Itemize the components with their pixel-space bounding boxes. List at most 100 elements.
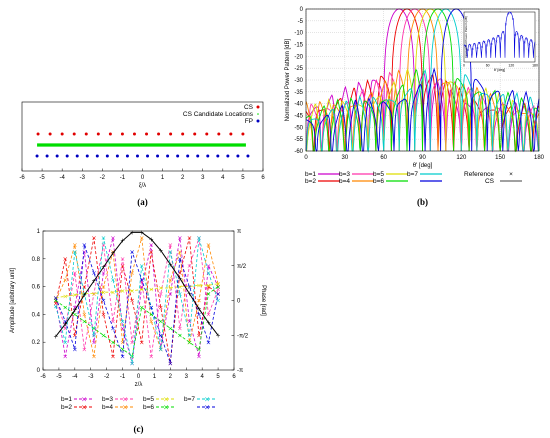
panel-b-y-tick-label: -15 bbox=[294, 43, 303, 49]
panel-b-y-tick-label: -55 bbox=[294, 137, 303, 143]
panel-c-phase-marker: × bbox=[120, 262, 125, 270]
panel-b-y-tick-label: -60 bbox=[294, 149, 303, 155]
panel-c-phase-marker: × bbox=[110, 234, 115, 242]
panel-a-point-fp-5 bbox=[85, 154, 89, 158]
panel-c-phase-marker: × bbox=[63, 293, 68, 301]
panel-b-x-tick-label: 0 bbox=[304, 155, 308, 161]
panel-a-caption: (a) bbox=[137, 197, 148, 207]
panel-b-inset-x-tick-label: 60 bbox=[486, 64, 490, 68]
panel-c-phase-marker: × bbox=[91, 290, 96, 298]
panel-b-y-tick-label: 0 bbox=[300, 7, 304, 13]
panel-c-phase-marker: × bbox=[53, 299, 58, 307]
panel-b-caption: (b) bbox=[417, 197, 428, 207]
panel-a-point-cs-2 bbox=[60, 132, 64, 136]
panel-a-point-cs-12 bbox=[181, 132, 185, 136]
panel-c-legend-marker: × bbox=[81, 404, 87, 412]
panel-a-point-cs-10 bbox=[157, 132, 161, 136]
panel-c-legend-label: b=5 bbox=[143, 396, 154, 403]
panel-c-phase-marker: × bbox=[158, 331, 163, 339]
panel-c-right-y-tick-label: 0 bbox=[237, 299, 241, 305]
panel-a-point-fp-0 bbox=[35, 154, 39, 158]
panel-a-x-tick-label: 2 bbox=[181, 175, 185, 181]
panel-c-legend-label: b=2 bbox=[61, 404, 72, 411]
panel-c-amplitude-marker: + bbox=[149, 236, 154, 243]
panel-a-x-tick-label: 0 bbox=[141, 175, 145, 181]
panel-c-amplitude-curve bbox=[55, 231, 219, 337]
panel-c-phase-marker: × bbox=[158, 290, 163, 298]
panel-c-phase-marker: × bbox=[82, 241, 87, 249]
panel-c-phase-marker: × bbox=[206, 269, 211, 277]
panel-c-phase-marker: × bbox=[196, 345, 201, 353]
panel-a-legend-label: FP bbox=[245, 118, 253, 125]
panel-a-point-fp-11 bbox=[146, 154, 150, 158]
panel-c-x-tick-label: 5 bbox=[216, 374, 220, 380]
panel-c-phase-curve-7 bbox=[55, 237, 219, 364]
panel-c-phase-marker: × bbox=[196, 297, 201, 305]
panel-c-phase-curve-5 bbox=[55, 283, 219, 299]
panel-b-inset-x-tick-label: 0 bbox=[463, 64, 465, 68]
panel-c-phase-marker: × bbox=[63, 304, 68, 312]
panel-a-point-cs-7 bbox=[120, 132, 124, 136]
panel-c-phase-marker: × bbox=[110, 338, 115, 346]
panel-c-phase-marker: × bbox=[177, 325, 182, 333]
panel-c-phase-marker: × bbox=[187, 318, 192, 326]
panel-c-phase-marker: × bbox=[63, 318, 68, 326]
panel-b-legend-label: b=5 bbox=[373, 171, 384, 178]
panel-c-phase-marker: × bbox=[206, 281, 211, 289]
panel-c-y-tick-label: 0 bbox=[37, 368, 41, 374]
panel-a-point-fp-18 bbox=[216, 154, 220, 158]
panel-c-phase-marker: × bbox=[101, 283, 106, 291]
panel-c-phase-marker: × bbox=[168, 290, 173, 298]
panel-c-phase-marker: × bbox=[91, 325, 96, 333]
panel-c-phase-marker: × bbox=[91, 352, 96, 360]
panel-b-x-tick-label: 60 bbox=[380, 155, 387, 161]
panel-b-inset-marker: × bbox=[521, 35, 524, 39]
panel-c-amplitude-marker: + bbox=[158, 247, 163, 254]
panel-b-x-tick-label: 180 bbox=[534, 155, 545, 161]
panel-b-inset-marker: × bbox=[471, 47, 474, 51]
panel-c-amplitude-marker: + bbox=[72, 307, 77, 314]
panel-a-legend-symbol bbox=[257, 113, 259, 115]
panel-c-phase-marker: × bbox=[110, 288, 115, 296]
panel-c-phase-marker: × bbox=[139, 304, 144, 312]
panel-c-x-axis-label: z/λ bbox=[135, 382, 143, 388]
panel-a-x-tick-label: 3 bbox=[201, 175, 205, 181]
panel-c-phase-marker: × bbox=[177, 269, 182, 277]
panel-c-phase-marker: × bbox=[206, 290, 211, 298]
panel-c-phase-marker: × bbox=[101, 234, 106, 242]
panel-c-phase-marker: × bbox=[187, 338, 192, 346]
panel-b-y-tick-label: -30 bbox=[294, 78, 303, 84]
panel-c-phase-marker: × bbox=[120, 255, 125, 263]
panel-c-phase-marker: × bbox=[120, 352, 125, 360]
panel-c-phase-marker: × bbox=[120, 287, 125, 295]
panel-c-amplitude-marker: + bbox=[120, 238, 125, 245]
panel-a-point-fp-12 bbox=[156, 154, 160, 158]
panel-b-legend-label: b=1 bbox=[305, 171, 316, 178]
panel-c-x-tick-label: -6 bbox=[40, 374, 46, 380]
panel-c-amplitude-marker: + bbox=[177, 275, 182, 282]
panel-c-phase-marker: × bbox=[63, 325, 68, 333]
panel-a-point-fp-21 bbox=[246, 154, 250, 158]
panel-c-x-tick-label: -5 bbox=[56, 374, 62, 380]
panel-a-x-tick-label: -4 bbox=[59, 175, 65, 181]
panel-c-x-tick-label: 3 bbox=[185, 374, 189, 380]
panel-c-phase-marker: × bbox=[206, 338, 211, 346]
panel-c-phase-marker: × bbox=[168, 359, 173, 367]
panel-b-x-tick-label: 30 bbox=[341, 155, 348, 161]
panel-c-phase-marker: × bbox=[196, 331, 201, 339]
panel-c-x-tick-label: 1 bbox=[153, 374, 157, 380]
panel-a-legend-label: CS Candidate Locations bbox=[183, 111, 254, 118]
panel-c-legend-marker: × bbox=[122, 404, 128, 412]
panel-c-phase-marker: × bbox=[187, 338, 192, 346]
panel-c-phase-marker: × bbox=[120, 325, 125, 333]
panel-c-amplitude-marker: + bbox=[53, 334, 58, 341]
panel-a-point-fp-14 bbox=[176, 154, 180, 158]
panel-b-inset-marker: × bbox=[516, 32, 519, 36]
panel-c-phase-marker: × bbox=[177, 248, 182, 256]
panel-b-inset-marker: × bbox=[526, 38, 529, 42]
panel-c-amplitude-marker: + bbox=[101, 264, 106, 271]
panel-c-phase-marker: × bbox=[158, 345, 163, 353]
panel-c-phase-marker: × bbox=[149, 248, 154, 256]
panel-c-phase-marker: × bbox=[91, 331, 96, 339]
